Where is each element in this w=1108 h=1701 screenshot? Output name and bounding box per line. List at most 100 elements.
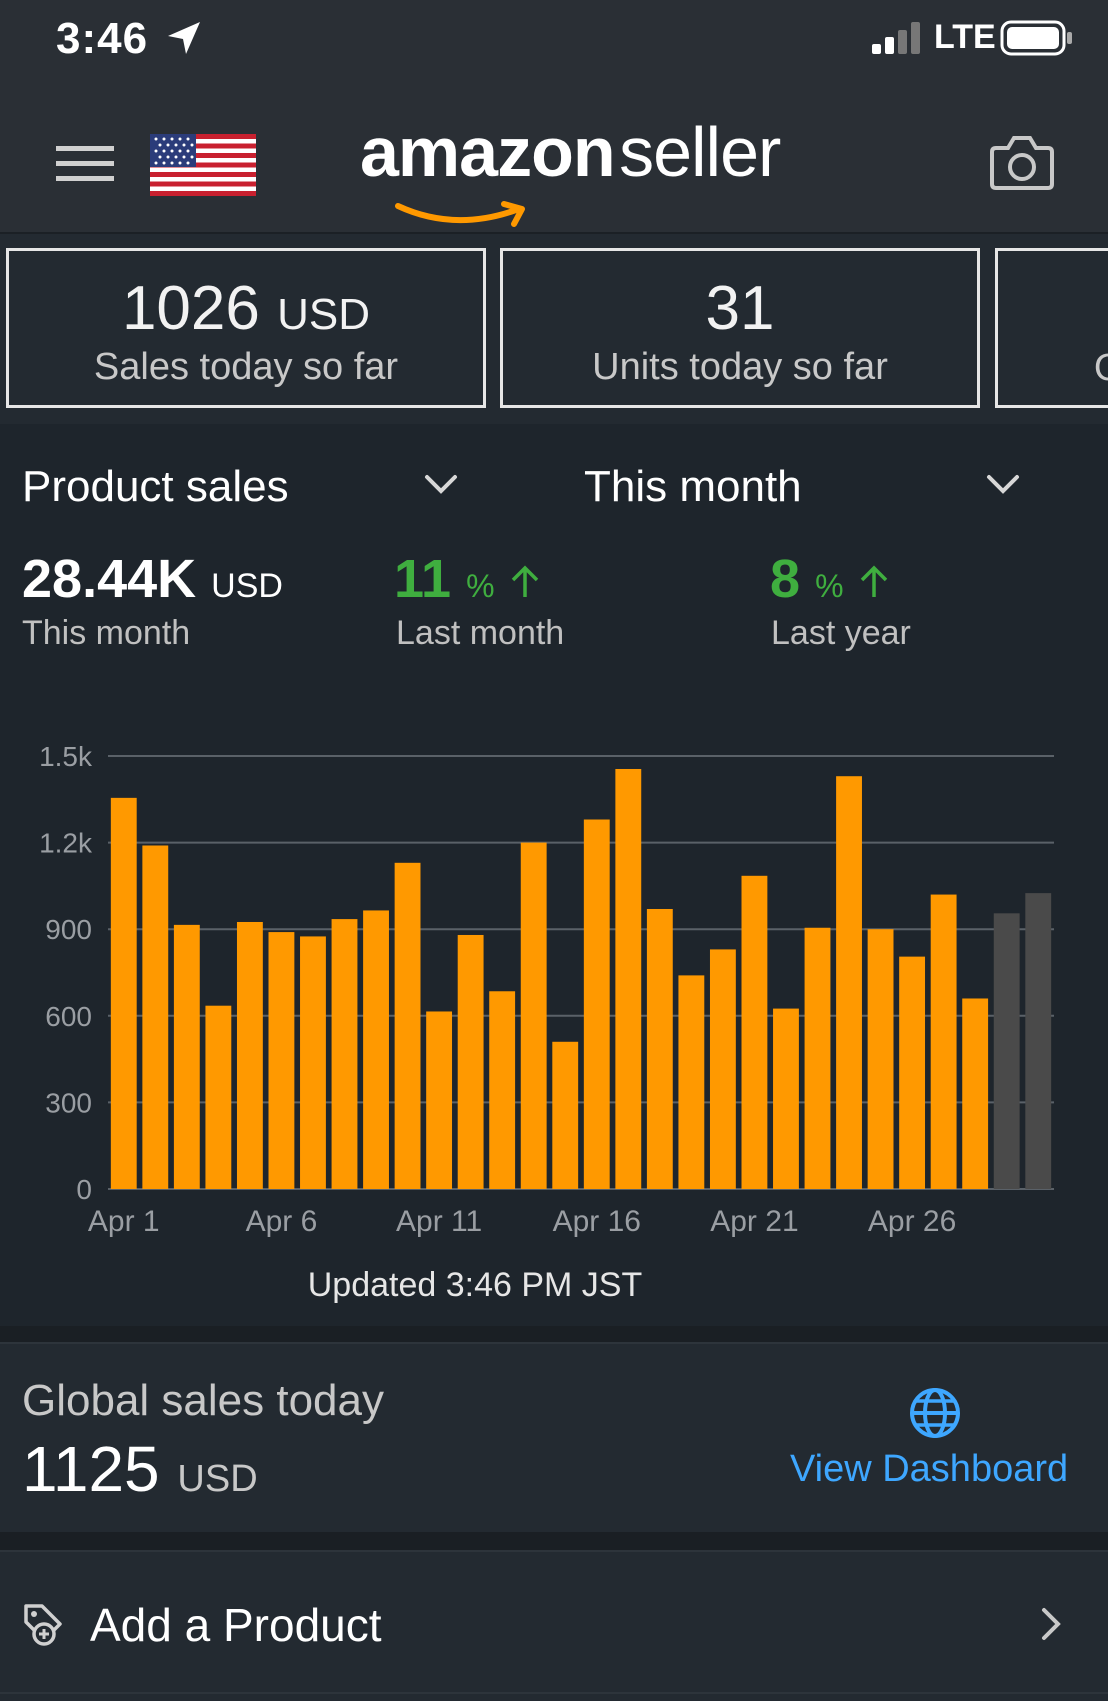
chart-bar [457,934,484,1189]
sales-today-unit: USD [277,290,371,339]
x-tick-label: Apr 1 [88,1205,160,1238]
last-month-pct: 11 [394,549,452,609]
chart-bar [867,929,894,1189]
logo-brand: amazon [360,113,616,191]
chart-bar [993,913,1020,1189]
global-sales-amount: 1125 [22,1433,160,1505]
us-flag-icon[interactable] [150,134,256,196]
this-month-amount: 28.44K [22,549,197,609]
global-sales-value: 1125 USD [22,1432,258,1506]
units-today-label: Units today so far [592,346,888,388]
signal-strength-icon [872,22,920,54]
y-tick-label: 300 [45,1087,92,1118]
view-dashboard-link[interactable]: View Dashboard [790,1448,1069,1490]
chart-bar [804,927,831,1189]
chart-bar [741,875,768,1189]
metric-dropdown[interactable]: Product sales [22,462,289,511]
last-year-pct: 8 [770,549,801,609]
sales-today-line: 1026 USD [9,273,483,344]
chart-bar [331,919,358,1189]
chart-bar [1025,893,1052,1189]
app-header: amazon seller [0,90,1108,234]
global-sales-section [0,1342,1108,1534]
x-tick-label: Apr 6 [246,1205,318,1238]
chart-bar [300,936,326,1189]
logo-suffix: seller [619,113,781,191]
chart-bar [930,894,957,1189]
sales-today-label: Sales today so far [93,346,399,388]
y-tick-label: 600 [45,1001,92,1032]
partial-card-label: O [1094,347,1108,390]
location-arrow-icon [168,22,200,54]
y-tick-label: 0 [76,1174,92,1205]
this-month-value: 28.44K USD [22,548,283,610]
status-time: 3:46 [56,14,149,63]
last-year-label: Last year [771,614,911,652]
status-bar: 3:46 LTE [0,0,1108,90]
sales-bar-chart: 0 300 600 900 1.2k 1.5k Apr 1 Apr 6 Apr 11 Apr 16… [39,741,1054,1238]
chart-bar [394,862,421,1189]
add-tag-icon [24,1604,62,1646]
y-tick-label: 1.2k [39,828,93,859]
y-tick-label: 900 [45,914,92,945]
battery-icon [1000,20,1072,56]
metric-card-units[interactable]: 31 Units today so far [500,248,980,408]
chevron-down-icon[interactable] [424,474,458,496]
chart-bar [426,1011,453,1189]
chart-bar [489,991,516,1189]
x-tick-label: Apr 16 [553,1205,641,1238]
chart-bar [363,910,389,1189]
chart-bar [709,949,736,1189]
x-tick-label: Apr 11 [396,1205,482,1238]
global-sales-unit: USD [177,1458,258,1500]
chart-bar [142,845,169,1189]
chart-bar [110,797,137,1189]
x-tick-label: Apr 21 [710,1205,798,1238]
chart-bar [552,1041,579,1189]
amazon-seller-logo: amazon seller [360,112,781,227]
camera-icon[interactable] [990,134,1054,190]
last-month-label: Last month [396,614,565,652]
this-month-unit: USD [211,567,283,605]
chart-bar [205,1005,232,1189]
add-product-label: Add a Product [90,1599,382,1651]
amazon-smile-icon [395,201,525,227]
globe-icon[interactable] [908,1386,962,1440]
section-divider [0,1326,1108,1344]
pct-sign: % [815,568,844,604]
chart-bar [520,842,547,1189]
global-sales-title: Global sales today [22,1376,384,1425]
network-type: LTE [934,18,996,56]
chart-bar [615,768,642,1189]
sales-today-value: 1026 [121,274,260,343]
hamburger-menu-icon[interactable] [56,144,114,184]
units-today-line: 31 [503,273,977,344]
metric-card-partial[interactable]: O [995,248,1108,408]
chevron-down-icon[interactable] [986,474,1020,496]
partial-card-value [998,273,1108,345]
this-month-label: This month [22,614,191,652]
chart-bar [236,921,263,1189]
period-dropdown[interactable]: This month [584,462,802,511]
pct-sign: % [466,568,495,604]
chart-bar [583,819,610,1189]
last-month-change: 11 % [394,548,540,610]
chart-bar [646,908,673,1189]
chart-bar [962,998,989,1189]
last-year-change: 8 % [770,548,889,610]
section-divider [0,1532,1108,1550]
units-today-value: 31 [705,274,775,343]
add-product-row[interactable] [0,1550,1108,1694]
chevron-right-icon[interactable] [1040,1606,1062,1642]
chart-bar [678,975,705,1189]
chart-bar [899,956,926,1189]
arrow-up-icon [511,565,538,597]
updated-timestamp: Updated 3:46 PM JST [307,1266,643,1304]
chart-bar [173,924,200,1189]
chart-bar [773,1008,799,1189]
y-tick-label: 1.5k [39,741,93,772]
metric-card-sales[interactable]: 1026 USD Sales today so far [6,248,486,408]
chart-bar [836,776,862,1189]
chart-bar [268,932,295,1189]
arrow-up-icon [860,565,887,597]
